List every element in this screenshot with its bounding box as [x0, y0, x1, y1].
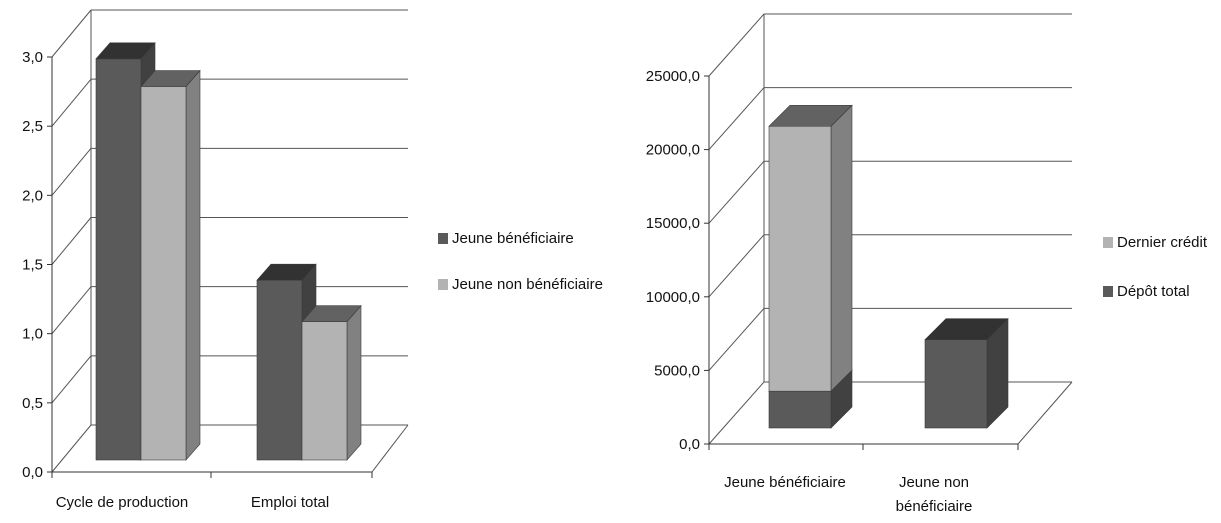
- grid-diagonal: [51, 424, 92, 473]
- x-category-label-line: bénéficiaire: [896, 498, 973, 515]
- y-tick-label: 15000,0: [646, 215, 700, 232]
- bar-top: [95, 42, 156, 60]
- bar-front: [140, 86, 187, 461]
- legend-label: Jeune non bénéficiaire: [452, 276, 603, 293]
- grid-diagonal: [51, 78, 92, 127]
- y-tick-label: 2,0: [22, 187, 43, 204]
- y-tick-label: 1,0: [22, 326, 43, 343]
- y-tick-label: 20000,0: [646, 142, 700, 159]
- bar-top: [140, 70, 201, 87]
- bar-top: [768, 104, 853, 127]
- grid-diagonal: [708, 308, 765, 371]
- bar-side: [830, 104, 853, 392]
- legend-swatch: [438, 279, 448, 290]
- y-tick-label: 25000,0: [646, 68, 700, 85]
- y-tick-label: 0,0: [679, 436, 700, 453]
- chart2-bar-0-1: [768, 104, 853, 392]
- grid-diagonal: [51, 148, 92, 196]
- chart2-bar-1-0: [924, 317, 1009, 429]
- y-tick-label: 5000,0: [654, 362, 700, 379]
- legend-label: Jeune bénéficiaire: [452, 230, 574, 247]
- x-category-label: Cycle de production: [56, 494, 189, 511]
- legend-swatch: [1103, 286, 1113, 297]
- legend-swatch: [1103, 237, 1113, 248]
- bar-front: [924, 339, 988, 429]
- bar-top: [256, 263, 317, 281]
- bar-side: [185, 69, 201, 461]
- x-category-label: Jeune non bénéficiaire: [896, 474, 973, 515]
- grid-diagonal: [708, 87, 765, 150]
- legend-label: Dernier crédit: [1117, 234, 1208, 251]
- chart1-bar-1-1: [301, 304, 362, 461]
- chart1-legend-item: Jeune non bénéficiaire: [438, 276, 603, 293]
- bar-front: [95, 58, 142, 461]
- chart2-frame: [704, 13, 1073, 450]
- y-tick-label: 0,0: [22, 464, 43, 481]
- y-tick-label: 2,5: [22, 118, 43, 135]
- chart1-bars: [95, 42, 362, 461]
- grid-diagonal: [708, 13, 765, 77]
- bar-top: [301, 305, 362, 322]
- legend-label: Dépôt total: [1117, 283, 1190, 300]
- y-tick-label: 3,0: [22, 49, 43, 66]
- x-category-label: Emploi total: [251, 494, 329, 511]
- chart1-bar-0-1: [140, 69, 201, 461]
- grid-diagonal: [51, 355, 92, 404]
- chart2-y-labels: 0,0 5000,0 10000,0 15000,0 20000,0 25000,0: [646, 68, 700, 453]
- grid-diagonal: [51, 9, 92, 58]
- bar-front: [256, 279, 303, 461]
- grid-diagonal: [708, 160, 765, 224]
- grid-diagonal: [708, 381, 765, 445]
- y-tick-label: 0,5: [22, 395, 43, 412]
- legend-swatch: [438, 233, 448, 244]
- grid-diagonal: [708, 234, 765, 298]
- chart1-y-labels: 0,0 0,5 1,0 1,5 2,0 2,5 3,0: [22, 49, 43, 481]
- y-tick-label: 10000,0: [646, 289, 700, 306]
- chart2-legend-item: Dernier crédit: [1103, 234, 1208, 251]
- bar-side: [346, 304, 362, 461]
- chart2-bars: [768, 104, 1009, 429]
- grid-diagonal: [51, 286, 92, 334]
- x-category-label: Jeune bénéficiaire: [724, 474, 846, 491]
- bar-front: [301, 321, 348, 461]
- chart1-legend-item: Jeune bénéficiaire: [438, 230, 574, 247]
- bar-front: [768, 125, 832, 392]
- grid-diagonal: [51, 217, 92, 265]
- y-tick-label: 1,5: [22, 257, 43, 274]
- chart2-legend-item: Dépôt total: [1103, 283, 1190, 300]
- floor-edge: [709, 381, 1073, 445]
- bar-top: [924, 318, 1009, 340]
- x-category-label-line: Jeune non: [899, 474, 969, 491]
- bar-front: [768, 390, 832, 429]
